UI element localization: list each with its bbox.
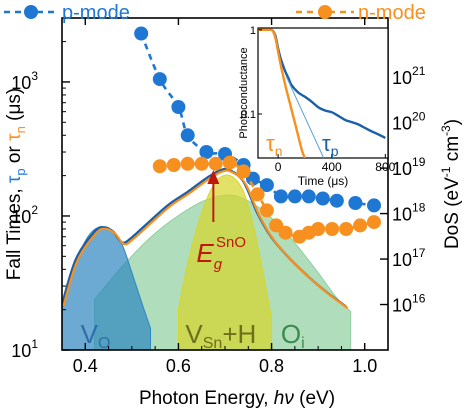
series-point-n-mode xyxy=(222,155,237,170)
inset-curve-tau-n xyxy=(258,28,307,158)
series-point-n-mode xyxy=(250,187,265,202)
inset-label-tau-p: τp xyxy=(322,131,339,159)
inset-fit-line xyxy=(285,76,325,158)
series-point-p-mode xyxy=(329,193,344,208)
y-right-tick-label: 1016 xyxy=(392,292,426,316)
dos-component-labels: VO VSn+H Oi xyxy=(81,319,305,352)
series-point-n-mode xyxy=(311,222,326,236)
dos-component-v-o xyxy=(62,226,151,350)
legend-label-p-mode: p-mode xyxy=(62,2,130,24)
y-right-tick-label: 1019 xyxy=(392,155,426,179)
inset-x-tick-label: 400 xyxy=(322,160,342,174)
series-point-p-mode xyxy=(301,189,316,204)
inset-y-axis-label: Photoconductance xyxy=(238,47,250,138)
inset-y-tick-label: 0.1 xyxy=(241,109,256,121)
dos-label-oi: Oi xyxy=(281,319,305,352)
bandgap-label: EgSnO xyxy=(196,234,246,273)
series-point-n-mode xyxy=(194,156,209,171)
x-axis-label: Photon Energy, hν (eV) xyxy=(139,388,335,409)
series-point-n-mode xyxy=(353,218,368,233)
legend-marker-n-mode xyxy=(318,5,332,19)
dos-component-v-sn-h xyxy=(177,174,273,350)
legend-label-n-mode: n-mode xyxy=(358,2,426,24)
series-point-p-mode xyxy=(367,198,381,213)
inset-frame xyxy=(257,27,389,159)
dos-label-vsn: VSn+H xyxy=(185,319,256,352)
fall-time-series xyxy=(134,26,381,244)
series-point-p-mode xyxy=(171,100,186,114)
x-tick-label: 0.8 xyxy=(259,356,284,376)
legend-marker-p-mode xyxy=(24,5,38,19)
series-point-p-mode xyxy=(273,189,288,204)
series-point-n-mode xyxy=(208,156,223,171)
series-point-n-mode xyxy=(236,164,251,179)
series-point-p-mode xyxy=(287,189,302,204)
x-tick-label: 0.6 xyxy=(166,356,191,376)
y-left-tick-label: 101 xyxy=(11,337,38,361)
y-right-tick-label: 1017 xyxy=(392,246,426,270)
series-point-n-mode xyxy=(166,158,181,172)
series-point-n-mode xyxy=(180,156,195,171)
series-point-n-mode xyxy=(278,225,293,240)
series-point-n-mode xyxy=(259,203,274,218)
bandgap-arrow-head xyxy=(207,170,220,184)
inset-label-tau-n: τn xyxy=(266,131,283,159)
dos-label-vo: VO xyxy=(81,319,111,352)
y-right-axis-label: DoS (eV-1 cm-3) xyxy=(439,119,463,249)
photoconductance-inset: 0 400 800 1 0.1 Time (μs) Photoconductance τn τp xyxy=(238,25,396,188)
x-tick-label: 0.4 xyxy=(73,356,98,376)
inset-y-tick-label: 1 xyxy=(250,25,256,37)
inset-plot-area xyxy=(258,28,386,158)
series-point-p-mode xyxy=(152,72,167,87)
y-left-tick-label: 103 xyxy=(11,69,38,93)
y-left-tick-label: 102 xyxy=(11,203,38,227)
main-axes: 0.4 0.6 0.8 1.0 101 102 103 1016 1017 1018 1019 102… xyxy=(4,17,463,409)
inset-x-axis-label: Time (μs) xyxy=(298,174,348,188)
series-point-p-mode xyxy=(259,178,274,193)
series-point-n-mode xyxy=(152,159,167,174)
legend: p-mode n-mode xyxy=(4,2,426,24)
y-right-tick-label: 1018 xyxy=(392,201,426,225)
inset-x-tick-label: 800 xyxy=(375,160,395,174)
y-right-tick-label: 1020 xyxy=(392,110,426,134)
inset-x-tick-label: 0 xyxy=(275,160,282,174)
series-point-p-mode xyxy=(134,26,149,41)
series-point-p-mode xyxy=(180,128,195,143)
series-point-n-mode xyxy=(325,222,340,236)
bandgap-annotation: EgSnO xyxy=(196,170,246,273)
y-left-axis-label: Fall Times, τp or τn (μs) xyxy=(4,88,28,280)
series-point-n-mode xyxy=(339,222,354,236)
series-point-p-mode xyxy=(199,145,214,159)
x-tick-label: 1.0 xyxy=(352,356,377,376)
series-point-p-mode xyxy=(315,191,330,206)
series-point-p-mode xyxy=(348,196,363,210)
dos-total-curve xyxy=(62,169,349,309)
y-right-tick-label: 1021 xyxy=(392,64,426,88)
series-point-n-mode xyxy=(367,215,381,230)
